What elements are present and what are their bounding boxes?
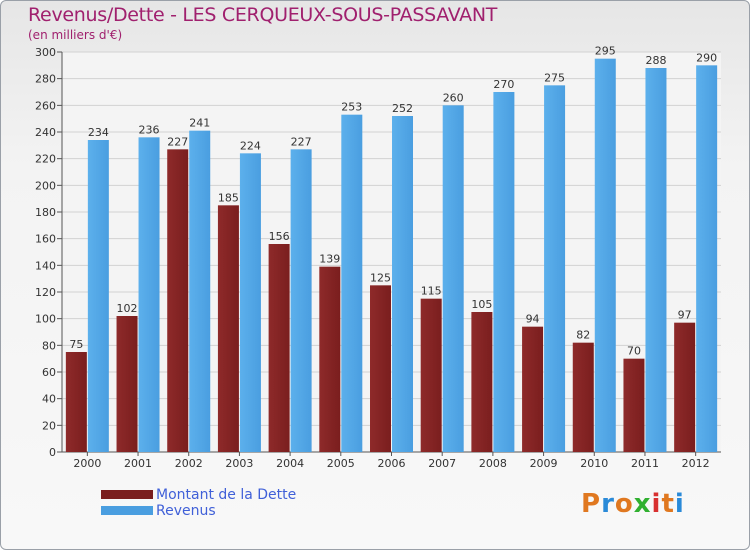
logo-letter: P bbox=[581, 489, 602, 519]
logo-letter: i bbox=[674, 489, 685, 519]
bar-revenus bbox=[442, 105, 464, 452]
x-tick-label: 2002 bbox=[175, 457, 203, 470]
legend-label-dette: Montant de la Dette bbox=[156, 487, 297, 503]
x-tick-label: 2012 bbox=[682, 457, 710, 470]
chart-title: Revenus/Dette - LES CERQUEUX-SOUS-PASSAV… bbox=[28, 4, 498, 26]
data-label: 75 bbox=[69, 338, 83, 351]
y-tick-label: 200 bbox=[35, 179, 56, 192]
bar-dette bbox=[167, 149, 189, 453]
x-tick-label: 2004 bbox=[276, 457, 304, 470]
proxiti-logo: Proxiti bbox=[581, 489, 685, 519]
y-tick-label: 220 bbox=[35, 153, 56, 166]
bar-revenus bbox=[87, 140, 109, 452]
y-tick-label: 20 bbox=[42, 419, 56, 432]
logo-letter: r bbox=[601, 489, 615, 519]
bar-revenus bbox=[544, 85, 566, 452]
y-tick-label: 300 bbox=[35, 46, 56, 59]
data-label: 270 bbox=[493, 78, 514, 91]
y-tick-label: 120 bbox=[35, 286, 56, 299]
data-label: 260 bbox=[443, 91, 464, 104]
y-tick-label: 160 bbox=[35, 233, 56, 246]
bar-dette bbox=[217, 205, 239, 452]
data-label: 94 bbox=[526, 313, 540, 326]
bar-dette bbox=[471, 312, 493, 452]
data-label: 227 bbox=[291, 135, 312, 148]
data-label: 252 bbox=[392, 102, 413, 115]
x-tick-label: 2000 bbox=[73, 457, 101, 470]
bar-dette bbox=[420, 298, 442, 452]
data-label: 234 bbox=[88, 126, 109, 139]
bar-dette bbox=[65, 352, 87, 452]
y-tick-label: 40 bbox=[42, 393, 56, 406]
bar-revenus bbox=[392, 116, 413, 452]
y-tick-label: 140 bbox=[35, 259, 56, 272]
x-tick-label: 2010 bbox=[580, 457, 608, 470]
bar-dette bbox=[116, 316, 138, 452]
data-label: 295 bbox=[595, 45, 616, 58]
data-label: 125 bbox=[370, 271, 391, 284]
bar-revenus bbox=[239, 153, 261, 453]
logo-letter: o bbox=[614, 489, 634, 519]
data-label: 185 bbox=[218, 191, 239, 204]
data-label: 253 bbox=[341, 101, 362, 114]
y-tick-label: 240 bbox=[35, 126, 56, 139]
data-label: 102 bbox=[117, 302, 138, 315]
data-label: 139 bbox=[319, 253, 340, 266]
y-tick-label: 80 bbox=[42, 339, 56, 352]
bar-revenus bbox=[493, 92, 515, 452]
x-tick-label: 2003 bbox=[225, 457, 253, 470]
y-tick-label: 0 bbox=[49, 446, 56, 459]
x-tick-label: 2007 bbox=[428, 457, 456, 470]
data-label: 156 bbox=[269, 230, 290, 243]
x-tick-label: 2008 bbox=[479, 457, 507, 470]
bar-dette bbox=[319, 266, 341, 452]
x-tick-label: 2001 bbox=[124, 457, 152, 470]
x-tick-label: 2006 bbox=[378, 457, 406, 470]
logo-letter: x bbox=[633, 489, 652, 519]
bar-dette bbox=[268, 244, 290, 452]
y-tick-label: 180 bbox=[35, 206, 56, 219]
data-label: 105 bbox=[471, 298, 492, 311]
data-label: 236 bbox=[139, 123, 160, 136]
logo-letter: i bbox=[651, 489, 662, 519]
bar-revenus bbox=[290, 149, 312, 453]
x-tick-label: 2011 bbox=[631, 457, 659, 470]
chart-subtitle: (en milliers d'€) bbox=[28, 28, 123, 42]
legend-label-revenus: Revenus bbox=[156, 503, 216, 519]
data-label: 290 bbox=[696, 51, 717, 64]
bar-revenus bbox=[138, 137, 160, 453]
data-label: 115 bbox=[421, 285, 442, 298]
bar-dette bbox=[572, 342, 594, 452]
bar-dette bbox=[370, 285, 391, 452]
data-label: 224 bbox=[240, 139, 261, 152]
y-tick-label: 280 bbox=[35, 73, 56, 86]
bar-dette bbox=[623, 358, 645, 452]
y-tick-label: 260 bbox=[35, 99, 56, 112]
y-tick-label: 60 bbox=[42, 366, 56, 379]
data-label: 97 bbox=[678, 309, 692, 322]
data-label: 288 bbox=[645, 54, 666, 67]
x-tick-label: 2009 bbox=[530, 457, 558, 470]
bar-revenus bbox=[696, 65, 718, 452]
bar-revenus bbox=[189, 130, 211, 452]
data-label: 275 bbox=[544, 71, 565, 84]
logo-letter: t bbox=[661, 489, 675, 519]
bar-revenus bbox=[594, 58, 616, 453]
y-tick-label: 100 bbox=[35, 313, 56, 326]
data-label: 82 bbox=[576, 329, 590, 342]
bar-revenus bbox=[341, 114, 363, 453]
x-tick-label: 2005 bbox=[327, 457, 355, 470]
legend-swatch-revenus bbox=[101, 506, 153, 515]
data-label: 241 bbox=[189, 117, 210, 130]
bar-dette bbox=[674, 322, 696, 452]
data-label: 70 bbox=[627, 345, 641, 358]
bar-dette bbox=[522, 326, 544, 452]
legend-swatch-dette bbox=[101, 490, 153, 499]
data-label: 227 bbox=[167, 135, 188, 148]
bar-revenus bbox=[645, 68, 667, 452]
